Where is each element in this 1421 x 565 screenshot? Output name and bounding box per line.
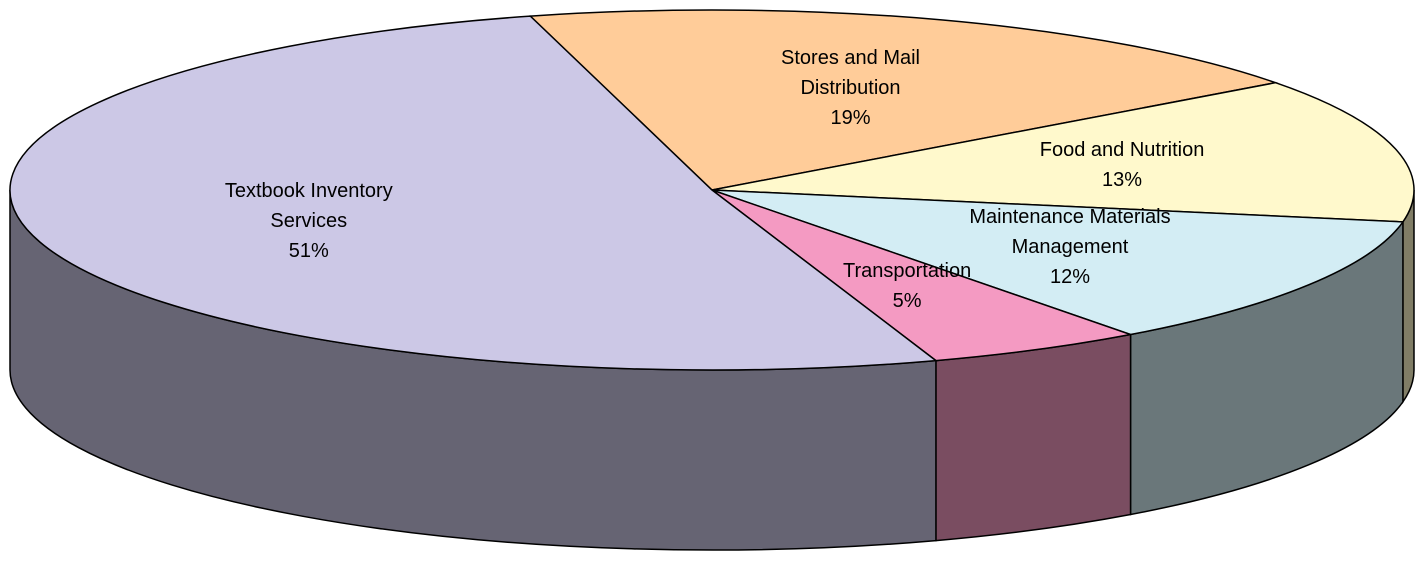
value-label: 51%	[288, 240, 329, 263]
category-label: Transportation	[843, 259, 972, 282]
slice-label: Transportation 5%	[807, 256, 1007, 316]
slice-side	[1402, 189, 1415, 405]
value-label: 13%	[1102, 169, 1143, 192]
slice-label: Textbook Inventory Services 51%	[209, 176, 409, 266]
value-label: 19%	[830, 107, 871, 129]
slice-label: Stores and Mail Distribution 19%	[751, 43, 951, 133]
category-label: Textbook Inventory Services	[224, 180, 393, 233]
slice	[711, 189, 1405, 336]
slice-side	[935, 333, 1132, 542]
slice	[528, 9, 1279, 191]
value-label: 12%	[1049, 265, 1090, 288]
slice	[711, 81, 1415, 223]
category-label: Food and Nutrition	[1039, 139, 1205, 162]
slice	[9, 15, 938, 371]
value-label: 5%	[892, 289, 922, 312]
slice	[711, 189, 1134, 362]
category-label: Stores and Mail Distribution	[781, 47, 920, 99]
slice-label: Food and Nutrition 13%	[1022, 135, 1222, 195]
slice-label: Maintenance Materials Management 12%	[935, 202, 1205, 292]
category-label: Maintenance Materials Management	[969, 205, 1171, 258]
